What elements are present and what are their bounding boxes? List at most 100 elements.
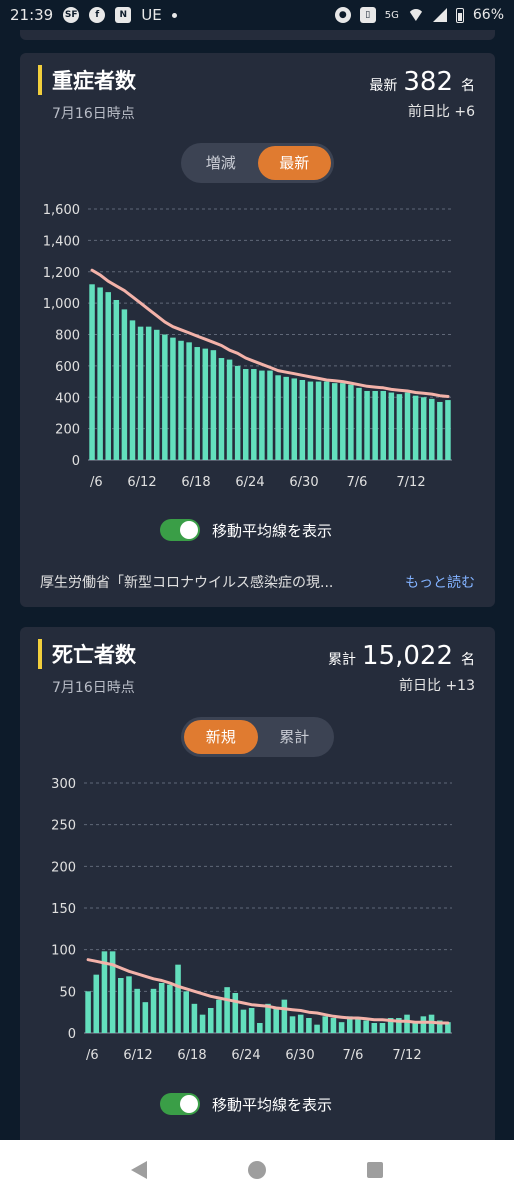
severe-cases-card: 重症者数 7月16日時点 最新 382 名 前日比 +6 増減 最新 0 200 4…	[20, 53, 495, 607]
bar	[291, 378, 298, 460]
severe-chart: 0 200 400 600 800 1,000 1,200 1,400 1,600/6 6/12 6…	[43, 203, 452, 490]
bar	[129, 320, 136, 460]
home-icon[interactable]	[247, 1161, 266, 1179]
bar	[338, 1022, 345, 1033]
read-more-link[interactable]: もっと読む	[405, 575, 475, 591]
title-accent-bar	[38, 65, 42, 95]
x-tick-label: 6/18	[181, 475, 210, 490]
bar	[126, 976, 132, 1033]
bar	[158, 983, 165, 1033]
y-tick-label: 0	[68, 1027, 76, 1042]
bar	[267, 370, 273, 460]
x-tick-label: 6/12	[123, 1048, 152, 1063]
deaths-view-toggle: 新規 累計	[181, 717, 334, 757]
bar	[118, 978, 124, 1033]
y-tick-label: 1,000	[43, 297, 80, 312]
y-tick-label: 1,600	[43, 203, 80, 218]
metric-unit: 名	[461, 78, 475, 94]
bar	[315, 381, 322, 460]
bar	[121, 309, 128, 460]
bar	[183, 991, 190, 1033]
bar	[109, 951, 116, 1033]
toggle-cumulative-button[interactable]: 累計	[279, 728, 310, 746]
bar	[283, 376, 289, 460]
x-tick-label: 6/12	[127, 475, 156, 490]
bar	[101, 951, 108, 1033]
bar	[396, 1018, 402, 1033]
y-tick-label: 400	[55, 391, 80, 406]
x-tick-label: 6/30	[285, 1048, 314, 1063]
x-tick-label: /6	[90, 475, 103, 490]
system-nav-bar	[0, 1140, 514, 1200]
status-time: 21:39	[10, 6, 54, 24]
bar	[379, 1023, 386, 1033]
x-tick-label: 7/12	[392, 1048, 421, 1063]
metric-label: 累計	[328, 652, 357, 668]
back-icon[interactable]	[130, 1161, 147, 1179]
moving-average-switch[interactable]	[160, 519, 200, 541]
news-app-icon: N	[115, 7, 132, 23]
y-tick-label: 800	[55, 329, 80, 344]
bar	[388, 392, 395, 460]
bar	[97, 287, 103, 460]
bar	[89, 284, 95, 460]
recent-apps-icon[interactable]	[367, 1162, 384, 1178]
moving-average-line	[86, 958, 450, 1025]
y-tick-label: 250	[51, 819, 76, 834]
facebook-icon: f	[89, 7, 106, 23]
bar	[113, 299, 120, 460]
y-tick-label: 150	[51, 902, 76, 917]
bar	[297, 1014, 304, 1033]
moving-average-line	[90, 268, 450, 398]
toggle-new-button[interactable]: 新規	[184, 720, 258, 754]
bar	[356, 387, 362, 460]
bar	[346, 1016, 353, 1033]
bar	[105, 292, 111, 460]
toggle-latest-button[interactable]: 最新	[257, 146, 331, 180]
moving-average-switch[interactable]	[160, 1093, 200, 1115]
bar	[93, 974, 100, 1033]
bar	[420, 1016, 427, 1033]
bar	[323, 381, 330, 460]
bar	[306, 1018, 312, 1033]
bar	[202, 348, 209, 460]
bar	[330, 1018, 337, 1033]
bar	[428, 1014, 435, 1033]
deaths-metric: 累計 15,022 名	[328, 641, 475, 671]
carrier-tag: UE	[141, 6, 162, 24]
y-tick-label: 200	[55, 423, 80, 438]
bar	[340, 383, 346, 460]
location-icon: ●	[334, 7, 351, 23]
y-tick-label: 300	[51, 777, 76, 792]
bar	[348, 384, 354, 460]
bar	[170, 337, 176, 460]
bar	[412, 1022, 418, 1033]
bar	[162, 334, 168, 460]
bar	[218, 358, 225, 460]
bar	[371, 1023, 378, 1033]
battery-level: 66%	[472, 7, 504, 23]
toggle-change-button[interactable]: 増減	[205, 154, 236, 172]
bar	[355, 1018, 361, 1033]
y-tick-label: 600	[55, 360, 80, 375]
bar	[216, 999, 222, 1033]
bar	[265, 1003, 271, 1033]
bar	[142, 1002, 149, 1033]
severe-diff: 前日比 +6	[407, 104, 475, 120]
metric-value: 15,022	[362, 641, 453, 671]
bar	[380, 390, 386, 460]
previous-card-edge	[20, 30, 495, 40]
metric-unit: 名	[461, 652, 475, 668]
x-tick-label: 6/30	[289, 475, 318, 490]
bar	[363, 1020, 369, 1033]
x-tick-label: 7/6	[347, 475, 368, 490]
bar	[387, 1018, 394, 1033]
y-tick-label: 0	[72, 454, 80, 469]
bar	[207, 1008, 214, 1033]
bar	[154, 329, 160, 460]
bar	[186, 342, 192, 460]
notification-dot-icon	[171, 12, 177, 18]
y-tick-label: 1,400	[43, 234, 80, 249]
bar	[396, 394, 403, 460]
bar	[257, 1023, 263, 1033]
